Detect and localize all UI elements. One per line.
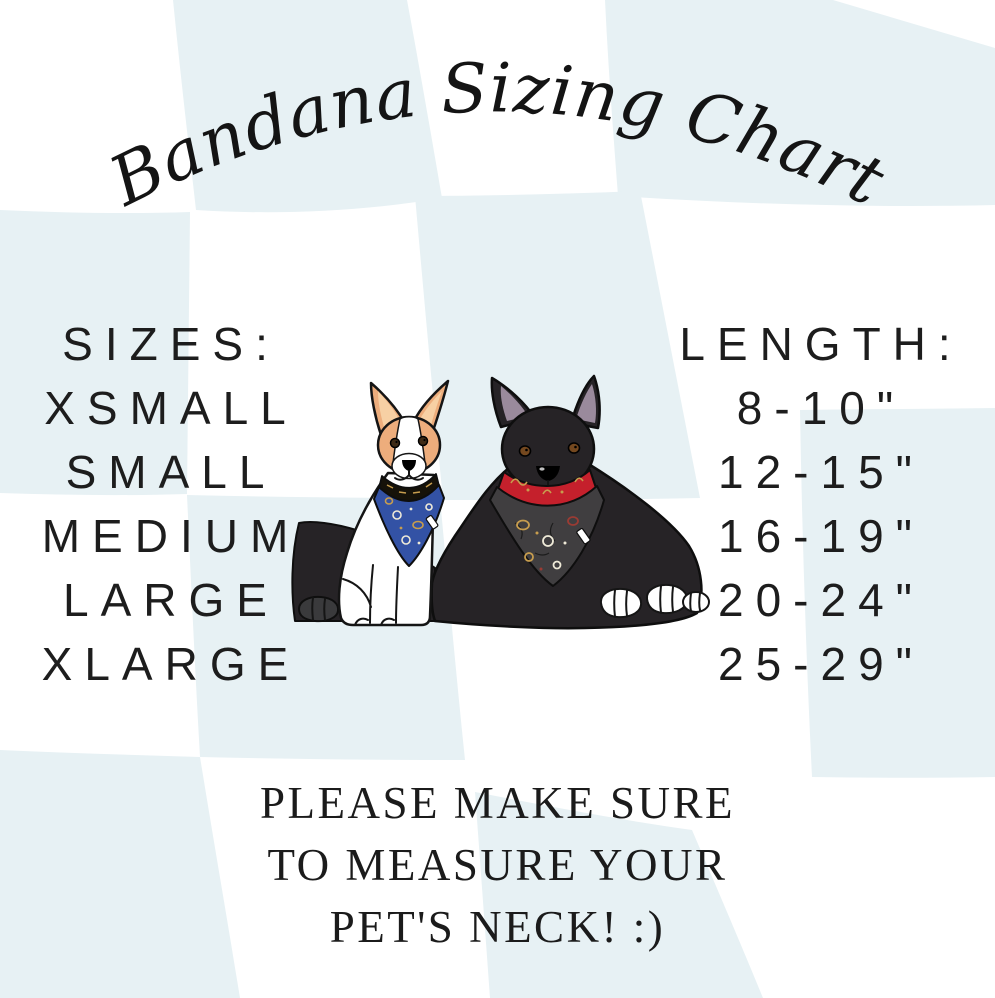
corgi-paws [354,617,395,626]
checker-cell [0,750,240,998]
length-xsmall: 8-10" [736,382,906,434]
kerchief-pattern [516,516,579,571]
corgi-mouth [394,470,424,481]
length-column: LENGTH: 8-10" 12-15" 16-19" 20-24" 25-29… [645,312,985,696]
checker-cell [415,191,700,500]
red-band-gold-pattern [510,477,584,495]
corgi-inner-ear-left [378,391,400,427]
black-dog-front-paws [599,583,710,619]
black-dog-rear-paw [682,591,710,613]
checker-cell [605,0,995,206]
size-small: SMALL [65,446,277,498]
length-xlarge: 25-29" [718,638,924,690]
corgi-nose [402,460,416,471]
checker-cell [0,210,190,496]
corgi-leg-lines [342,564,399,624]
dogs-illustration [291,374,710,630]
black-dog-nose-highlight [539,467,545,471]
page-title: Bandana Sizing Chart [96,49,895,222]
svg-text:Bandana Sizing Chart: Bandana Sizing Chart [96,49,896,222]
black-dog-bandana-tag [576,527,591,545]
length-large: 20-24" [718,574,924,626]
corgi-inner-ear-right [420,391,442,425]
black-dog-eyes [518,442,581,457]
footer-line-1: PLEASE MAKE SURE [259,778,736,828]
checker-cell [173,0,442,213]
collar-gold-pattern [386,482,433,494]
checker-cell [475,792,763,998]
black-dog-inner-ear-left [500,386,528,421]
sizes-column: SIZES: XSMALL SMALL MEDIUM LARGE XLARGE [0,312,330,696]
corgi-bandana-tag [425,514,439,530]
black-dog-left-paw [297,595,340,623]
size-xsmall: XSMALL [44,382,298,434]
sizes-header: SIZES: [62,318,280,370]
length-medium: 16-19" [718,510,924,562]
size-large: LARGE [63,574,279,626]
black-dog-left-paw-toes [311,597,326,621]
footer-note: PLEASE MAKE SURE TO MEASURE YOUR PET'S N… [0,772,995,958]
length-small: 12-15" [718,446,924,498]
checker-cell [800,408,995,778]
footer-line-2: TO MEASURE YOUR [267,840,728,890]
size-xlarge: XLARGE [41,638,301,690]
title-arc: Bandana Sizing Chart [96,49,896,222]
footer-line-3: PET'S NECK! :) [329,902,666,952]
corgi-eyes [389,435,429,449]
size-medium: MEDIUM [41,510,301,562]
blue-kerchief-pattern [384,497,433,545]
length-header: LENGTH: [679,318,963,370]
corgi [337,379,450,627]
black-dog-inner-ear-right [576,384,596,423]
